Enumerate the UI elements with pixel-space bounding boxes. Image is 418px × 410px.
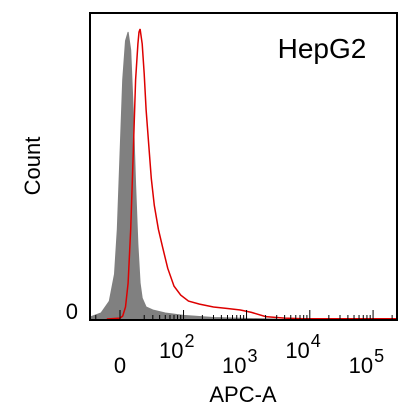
x-tick-label: 10 <box>159 338 183 363</box>
chart-title: HepG2 <box>278 33 367 64</box>
x-tick-exponent: 2 <box>185 331 195 351</box>
x-tick-label: 10 <box>349 353 373 378</box>
x-tick-label: 10 <box>222 353 246 378</box>
x-tick-exponent: 5 <box>374 346 384 366</box>
y-tick-label: 0 <box>66 299 78 324</box>
histogram-line-series <box>106 28 397 320</box>
x-tick-exponent: 4 <box>311 331 321 351</box>
y-axis-label: Count <box>20 137 45 196</box>
x-axis-label: APC-A <box>209 382 277 407</box>
x-tick-label: 10 <box>285 338 309 363</box>
x-tick-exponent: 3 <box>248 346 258 366</box>
histogram-filled-series <box>90 31 277 320</box>
x-tick-label: 0 <box>114 353 126 378</box>
